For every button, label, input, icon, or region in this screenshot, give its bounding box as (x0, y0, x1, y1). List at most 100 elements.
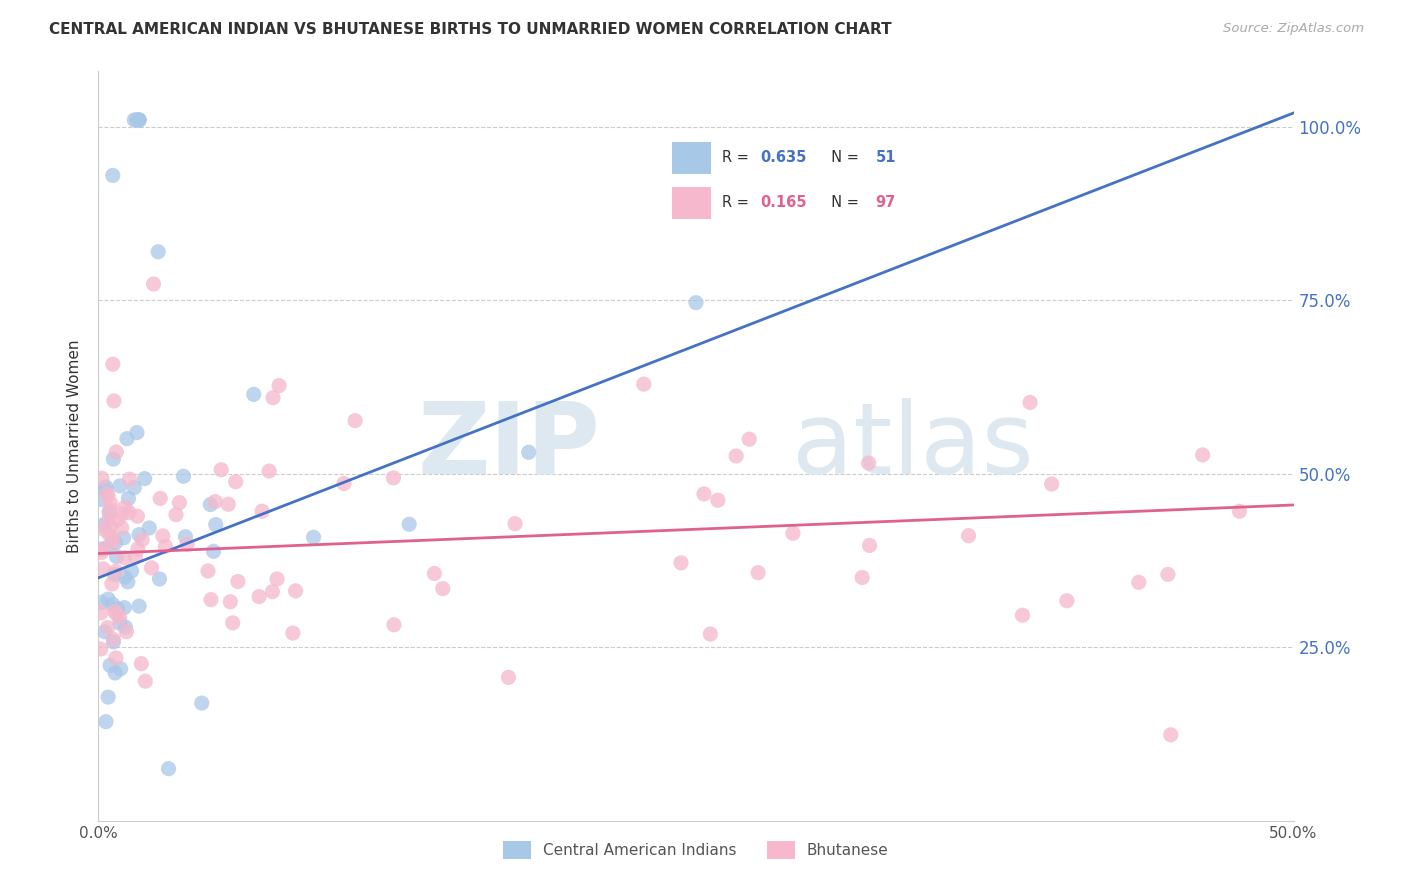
Point (142, 277, 165, 291)
Point (98, 502, 121, 516)
Point (118, 472, 141, 486)
Point (957, 529, 980, 543)
Point (118, 506, 141, 520)
Point (97, 527, 120, 541)
Point (98, 505, 121, 519)
Point (101, 597, 124, 611)
Point (90, 471, 112, 485)
Point (226, 574, 249, 589)
Point (1128, 575, 1150, 590)
Point (382, 471, 405, 485)
Point (858, 456, 880, 470)
Point (134, 472, 156, 486)
Point (101, 531, 124, 545)
Point (108, 611, 131, 625)
FancyBboxPatch shape (672, 142, 710, 174)
Point (217, 497, 239, 511)
Text: atlas: atlas (792, 398, 1033, 494)
Point (127, 509, 149, 524)
Point (262, 391, 284, 405)
Point (169, 495, 191, 509)
Point (138, 521, 160, 535)
Point (90, 542, 112, 557)
Point (669, 556, 692, 570)
Point (117, 574, 139, 589)
Point (1157, 567, 1180, 582)
Point (247, 590, 270, 604)
Point (124, 481, 146, 495)
Point (503, 516, 526, 531)
Point (112, 531, 135, 545)
Point (105, 445, 128, 459)
Point (104, 535, 127, 549)
Point (103, 452, 125, 467)
Point (112, 600, 135, 615)
Text: 0.165: 0.165 (761, 195, 807, 211)
Point (103, 393, 125, 408)
Point (707, 493, 730, 508)
Point (165, 508, 187, 522)
Point (114, 570, 136, 584)
Point (284, 583, 307, 598)
Point (134, 674, 156, 689)
Point (204, 517, 226, 532)
Point (100, 496, 122, 510)
Point (127, 541, 149, 556)
Point (157, 762, 180, 776)
Point (1056, 593, 1078, 607)
Point (209, 463, 232, 477)
Point (91, 518, 114, 533)
Point (100, 519, 122, 533)
Point (131, 657, 153, 671)
Point (124, 112, 146, 127)
Point (202, 544, 225, 558)
Point (693, 487, 716, 501)
Point (204, 494, 226, 508)
Point (200, 498, 222, 512)
Point (148, 244, 170, 259)
FancyBboxPatch shape (672, 186, 710, 219)
Point (423, 566, 446, 581)
Point (90, 595, 112, 609)
Legend: Central American Indians, Bhutanese: Central American Indians, Bhutanese (498, 835, 894, 865)
Point (97, 592, 120, 607)
Point (101, 357, 124, 371)
Point (125, 112, 148, 127)
Point (699, 627, 721, 641)
Text: ZIP: ZIP (418, 398, 600, 494)
Point (108, 616, 131, 631)
Point (219, 595, 242, 609)
Text: N =: N = (823, 195, 863, 211)
Point (498, 670, 520, 684)
Point (173, 469, 195, 483)
Text: Source: ZipAtlas.com: Source: ZipAtlas.com (1223, 22, 1364, 36)
Point (93, 523, 115, 537)
Point (90, 642, 112, 657)
Point (90, 492, 112, 507)
Text: 97: 97 (876, 195, 896, 211)
Point (91, 562, 114, 576)
Point (302, 530, 325, 544)
Point (1160, 728, 1182, 742)
Point (685, 295, 707, 310)
Point (747, 566, 769, 580)
Point (128, 112, 150, 127)
Point (103, 635, 125, 649)
Point (115, 432, 138, 446)
Point (104, 651, 127, 665)
Point (101, 169, 124, 183)
Point (90, 542, 112, 557)
Point (94, 483, 117, 497)
Point (222, 615, 245, 630)
Point (94, 541, 117, 555)
Point (110, 662, 132, 676)
Point (148, 572, 170, 586)
Point (98, 658, 121, 673)
Point (1229, 504, 1251, 518)
Point (257, 464, 280, 478)
Point (176, 537, 198, 551)
Point (725, 449, 748, 463)
Point (633, 377, 655, 392)
Text: R =: R = (723, 151, 754, 166)
Point (104, 665, 127, 680)
